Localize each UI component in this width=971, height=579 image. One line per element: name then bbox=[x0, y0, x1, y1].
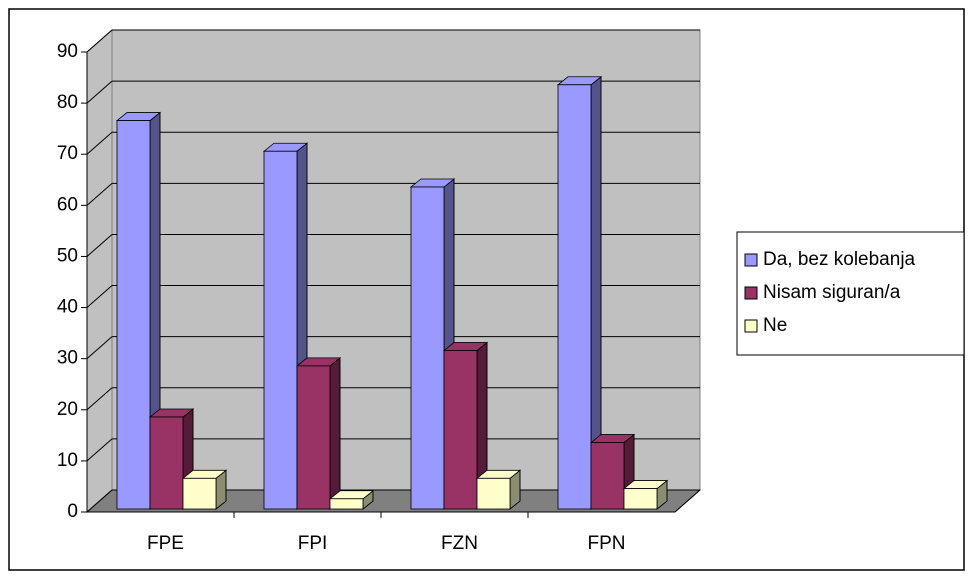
bar bbox=[329, 498, 364, 510]
legend-box bbox=[736, 231, 965, 356]
y-tick-label: 30 bbox=[57, 348, 78, 369]
bar bbox=[590, 442, 625, 510]
grid-line bbox=[86, 182, 113, 206]
y-tick-label: 10 bbox=[57, 450, 78, 471]
legend-label: Nisam siguran/a bbox=[763, 282, 901, 303]
x-tick-label: FPN bbox=[588, 533, 626, 554]
bar bbox=[149, 416, 184, 510]
legend-swatch bbox=[744, 253, 758, 267]
legend-swatch bbox=[744, 286, 758, 300]
grid-line bbox=[86, 80, 113, 104]
y-tick-label: 90 bbox=[57, 41, 78, 62]
grid-line bbox=[86, 489, 113, 513]
x-tick-label: FZN bbox=[441, 533, 478, 554]
grid-line bbox=[86, 234, 113, 257]
x-tick-label: FPI bbox=[298, 533, 328, 554]
x-tick-label: FPE bbox=[147, 533, 184, 554]
side-wall bbox=[86, 28, 113, 514]
grid-line bbox=[86, 387, 113, 411]
y-tick-label: 80 bbox=[57, 92, 78, 113]
y-tick-label: 50 bbox=[57, 245, 78, 266]
bar bbox=[263, 150, 298, 510]
back-wall bbox=[111, 29, 701, 491]
y-tick-label: 20 bbox=[57, 399, 78, 420]
bar bbox=[557, 84, 592, 510]
bar bbox=[296, 365, 331, 510]
legend-label: Ne bbox=[763, 315, 787, 336]
x-axis-end bbox=[674, 489, 701, 513]
y-tick-label: 40 bbox=[57, 297, 78, 318]
bar bbox=[182, 477, 217, 510]
grid-line bbox=[86, 336, 113, 360]
grid-line bbox=[86, 29, 113, 53]
bar bbox=[623, 488, 658, 510]
grid-line bbox=[86, 438, 113, 462]
legend-swatch bbox=[744, 319, 758, 333]
bar bbox=[116, 120, 151, 510]
bar bbox=[410, 186, 445, 510]
legend-label: Da, bez kolebanja bbox=[763, 249, 916, 270]
bar bbox=[443, 350, 478, 510]
y-tick-label: 70 bbox=[57, 143, 78, 164]
grid-line bbox=[86, 131, 113, 155]
y-tick-label: 0 bbox=[67, 501, 78, 522]
bar-side-shade bbox=[329, 357, 341, 510]
grid-line bbox=[86, 285, 113, 308]
bar bbox=[476, 477, 511, 510]
y-tick-label: 60 bbox=[57, 194, 78, 215]
